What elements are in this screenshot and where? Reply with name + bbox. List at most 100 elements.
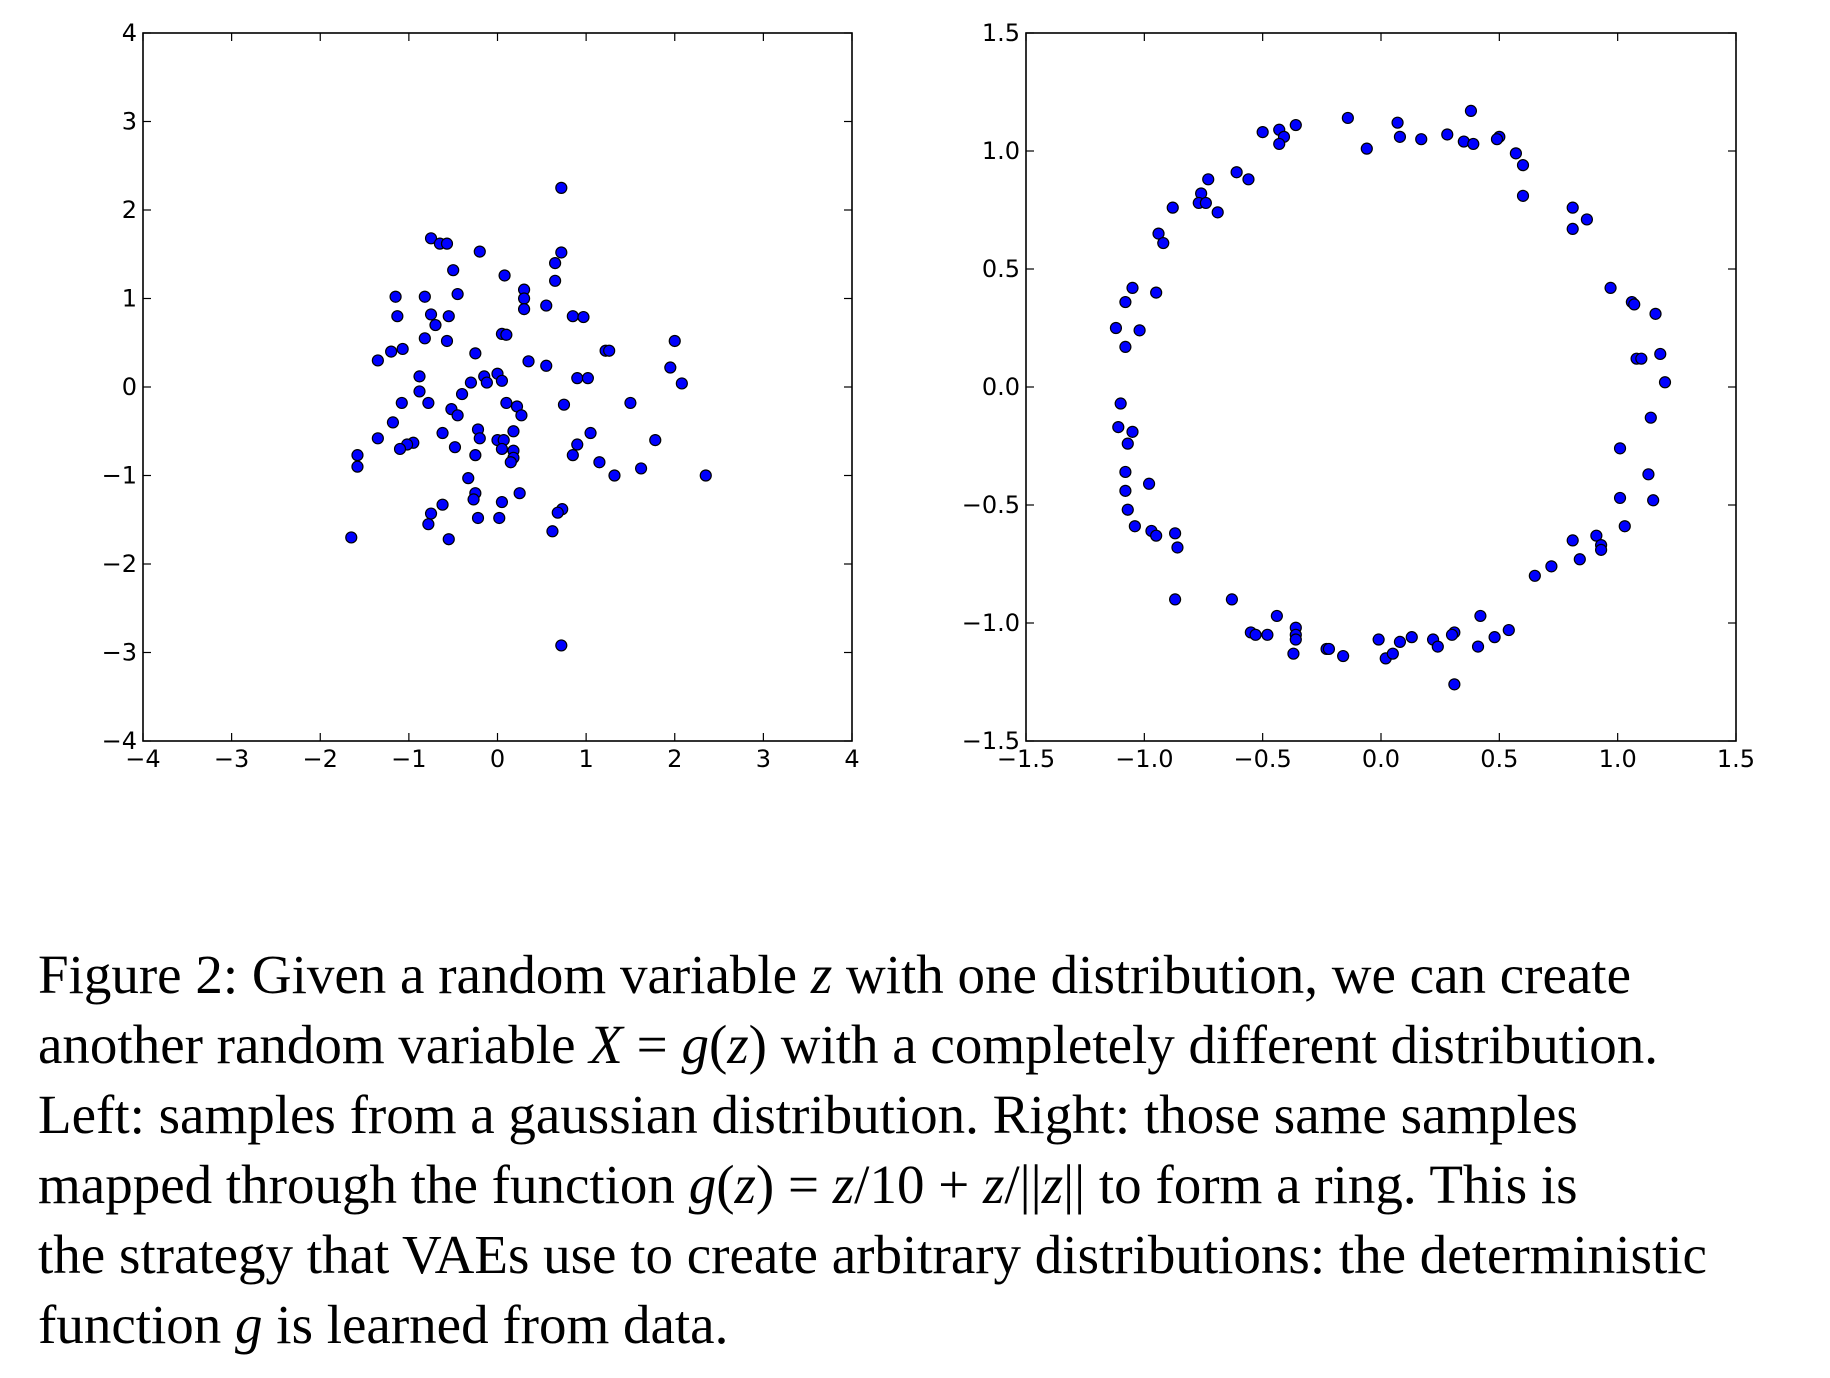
left-data-point [566, 310, 579, 323]
right-data-point [1273, 137, 1286, 151]
right-data-point [1566, 222, 1579, 235]
left-data-point [473, 245, 486, 258]
caption-text: /|| [1004, 1154, 1042, 1215]
right-x-tick-label: 0.5 [1480, 745, 1518, 773]
left-data-point [469, 449, 482, 462]
left-data-point [393, 442, 407, 456]
left-data-point [634, 462, 648, 475]
right-y-tick-label: 0.0 [982, 373, 1020, 401]
right-data-point [1604, 281, 1617, 294]
left-data-point [608, 469, 621, 482]
right-data-point [1516, 189, 1530, 202]
right-data-point [1150, 529, 1163, 542]
left-data-point [549, 257, 562, 270]
caption-math: z [810, 944, 833, 1005]
left-data-point [424, 232, 438, 245]
left-data-point [436, 426, 449, 440]
right-data-point [1225, 593, 1239, 606]
caption-line: function g is learned from data. [38, 1290, 1800, 1360]
right-data-point [1142, 477, 1156, 490]
left-data-point [571, 372, 584, 385]
right-data-point [1618, 520, 1631, 533]
right-data-point [1150, 286, 1163, 299]
right-data-point [1642, 468, 1655, 481]
caption-text: function [38, 1294, 236, 1355]
left-data-point [429, 318, 442, 332]
right-data-point [1613, 491, 1627, 505]
left-x-tick-label: 1 [578, 745, 593, 773]
caption-text: is learned from data. [262, 1294, 729, 1355]
right-data-point [1545, 560, 1558, 573]
left-x-tick-label: 0 [490, 745, 505, 773]
left-data-point [584, 426, 597, 440]
left-scatter-plot: −4 −3 −2 −1 0 1 2 3 4 −4 −3 −2 −1 0 1 2 3 4 [102, 19, 860, 773]
right-data-point [1471, 640, 1485, 653]
right-data-point [1256, 126, 1269, 139]
figure-caption: Figure 2: Given a random variable z with… [38, 940, 1800, 1360]
right-data-point [1199, 196, 1212, 210]
left-data-point [517, 292, 531, 305]
right-data-point [1230, 166, 1243, 179]
caption-text: || to form a ring. This is [1063, 1154, 1578, 1215]
right-y-tick-label: 1.5 [982, 19, 1020, 47]
right-data-point [1126, 425, 1139, 438]
caption-math: z [727, 1014, 749, 1075]
right-data-point [1516, 159, 1530, 172]
left-y-tick-label: −2 [102, 550, 137, 578]
right-data-point [1431, 640, 1444, 653]
left-data-point [471, 511, 485, 525]
right-data-point [1360, 142, 1373, 155]
left-data-point [480, 376, 493, 389]
caption-text: ) = [755, 1154, 833, 1215]
left-data-point [371, 354, 384, 367]
left-data-point [371, 432, 384, 445]
left-data-point [513, 487, 526, 500]
right-data-point [1249, 628, 1262, 641]
right-data-point [1573, 553, 1586, 566]
left-data-point [571, 438, 584, 451]
right-data-point [1474, 609, 1487, 623]
left-x-tick-label: −1 [391, 745, 426, 773]
right-data-point [1393, 130, 1407, 143]
caption-text: ) with a completely different distributi… [748, 1014, 1658, 1075]
right-data-point [1121, 437, 1134, 450]
right-data-point [1441, 128, 1454, 141]
right-data-point [1109, 321, 1123, 335]
left-data-point [389, 290, 402, 303]
right-data-point [1119, 295, 1132, 309]
right-y-tick-label: −1.0 [962, 609, 1020, 637]
right-data-point [1372, 633, 1385, 646]
right-x-tick-label: −1.5 [997, 745, 1055, 773]
right-data-point [1157, 236, 1170, 250]
right-y-tick-label: −0.5 [962, 491, 1020, 519]
left-data-point [551, 506, 564, 519]
left-data-point [581, 372, 594, 385]
right-x-tick-label: −1.0 [1115, 745, 1173, 773]
right-data-point [1261, 628, 1274, 641]
left-data-point [504, 456, 517, 469]
left-x-tick-label: −3 [214, 745, 249, 773]
right-data-point [1647, 494, 1660, 507]
left-data-point [440, 237, 454, 250]
caption-line: Left: samples from a gaussian distributi… [38, 1080, 1800, 1150]
left-data-point [385, 345, 398, 358]
left-data-point [391, 310, 404, 323]
left-x-tick-label: 3 [756, 745, 771, 773]
left-x-tick-label: −2 [303, 745, 338, 773]
right-data-point [1405, 631, 1418, 644]
right-data-point [1590, 529, 1603, 542]
caption-text: with one distribution, we can create [832, 944, 1631, 1005]
left-data-point [675, 377, 688, 390]
right-x-tick-label: −0.5 [1234, 745, 1292, 773]
right-x-tick-label: 0.0 [1362, 745, 1400, 773]
right-data-point [1580, 213, 1594, 226]
right-data-point [1391, 116, 1404, 129]
right-data-point [1386, 647, 1399, 660]
left-data-point [447, 264, 460, 277]
caption-math: g [235, 1294, 263, 1355]
caption-text: Left: samples from a gaussian distributi… [38, 1084, 1578, 1145]
right-data-point [1415, 133, 1428, 146]
left-data-point [424, 308, 438, 321]
left-y-tick-label: 4 [122, 19, 137, 47]
left-data-point [351, 449, 364, 462]
